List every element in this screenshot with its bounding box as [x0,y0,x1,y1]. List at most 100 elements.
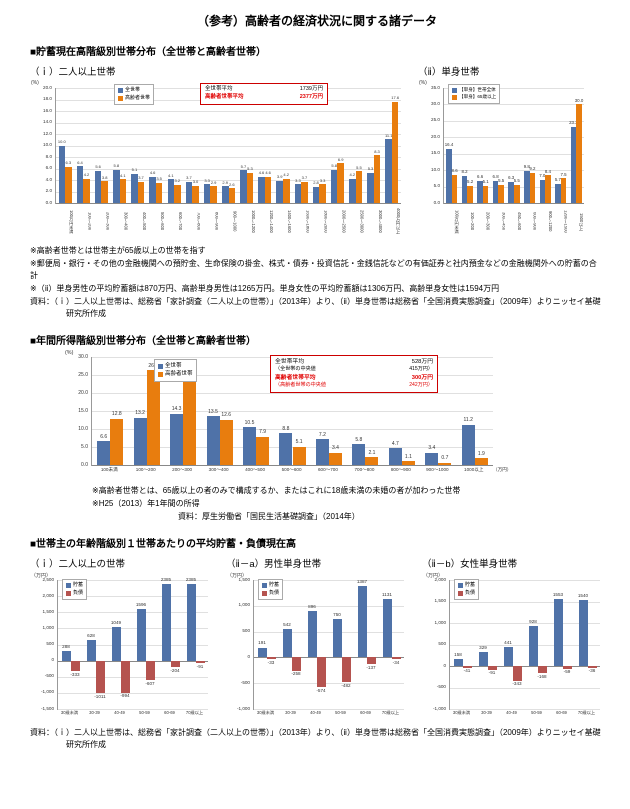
ytick: 1,000 [238,602,251,608]
vlab: 7.9 [259,429,267,436]
ann-label: 高齢者世帯平均 [275,374,316,381]
xlab-h: 70歳以上 [577,710,596,715]
bar [83,178,90,203]
bar [170,413,184,465]
xlab-v: 1200～1500 [563,210,568,233]
ytick: 500 [438,641,446,646]
grid [56,122,401,124]
plot: 6.6 13.2 14.3 13.5 10.5 8.8 7.2 5.8 4.7 3.4 11.2 12… [91,357,493,466]
vlab: -91 [488,670,496,676]
bar [451,174,458,203]
vlab: 1049 [110,619,122,625]
plot: 158 329 441 928 1553 1540 -41 -91 -343 -168 -59 -36 [449,580,600,710]
note: ※高齢者世帯とは世帯主が65歳以上の世帯を指す [30,246,206,255]
bar [555,184,561,203]
vlab: 5.3 [367,166,374,171]
ann-value: 242万円） [409,382,433,389]
vlab: 2.6 [229,181,235,187]
ann-label: 高齢者世帯平均 [205,93,244,100]
bar [461,424,475,465]
chart-block-two-person: （ｉ）二人以上世帯 10.0 6.4 5.6 5.8 5.1 4.6 4.1 3.7 3.3 2.… [30,62,404,239]
bar [537,666,547,674]
bar [312,186,320,203]
ann-value: 2377万円 [299,93,323,100]
ytick: -500 [44,673,54,679]
vlab: 9.2 [529,165,536,171]
ann-value: 1739万円 [299,86,323,92]
bar [282,629,292,658]
grid [56,111,401,112]
ytick: 25.0 [78,371,88,378]
arow: 全世帯平均 528万円 [275,358,433,366]
xlab-v: 2500～3000 [359,210,364,233]
vlab: 5.5 [498,178,505,183]
sw [158,363,163,369]
xlab-v: 1600～1800 [305,210,310,233]
bar [373,155,381,203]
vlab: 5.2 [467,179,474,184]
xlab-h: 700～800 [354,467,375,472]
grid [254,605,404,607]
ytick: -1,000 [236,705,250,711]
bar [357,585,367,658]
bar [587,666,597,668]
vlab: -33 [267,659,275,665]
bar [503,647,513,666]
xlab-v: 1500以上 [578,212,583,231]
chart-block-sd-two-person: （ｉ）二人以上の世帯 288 628 1049 1596 2385 2385 -333 -10… [30,554,212,721]
yunit: （万円） [227,573,248,579]
xlab-v: 1800～2000 [323,210,328,233]
ann: 全世帯平均 1739万円 高齢者世帯平均 2377万円 [200,83,328,105]
vlab: 4.7 [391,440,399,447]
grid [450,623,600,624]
ytick: -500 [240,679,250,685]
bar [228,188,235,203]
bar [337,163,344,203]
note: ※郵便局・銀行・その他の金融機関への預貯金、生命保険の掛金、株式・債券・投資信託… [30,259,597,280]
legend: 全世帯 高齢者世帯 [114,84,155,105]
vlab: 8.2 [461,169,468,175]
bar [76,166,84,203]
vlab: 2.1 [368,449,376,456]
xlab-h: 30-39 [89,710,100,715]
bar [170,660,180,668]
grid [92,465,493,466]
bar [264,176,272,203]
grid [450,666,600,667]
vlab: 0.7 [441,455,449,461]
vlab: 12.6 [221,412,232,419]
bar [101,181,108,203]
grid [444,88,584,89]
vlab: 329 [479,644,487,650]
grid [450,644,600,646]
vlab: 13.2 [135,410,145,416]
section1-heading: ■貯蓄現在高階級別世帯分布（全世帯と高齢者世帯） [30,47,267,58]
ann-value: 528万円 [411,359,433,365]
vlab: -343 [512,681,522,687]
chart-savings-two-person: 10.0 6.4 5.6 5.8 5.1 4.6 4.1 3.7 3.3 2.9 5.7 4.6 3.9… [30,80,404,239]
vlab: 6.4 [77,159,83,165]
vlab: 1596 [135,602,147,608]
bar [352,444,366,465]
bar [94,170,102,203]
xlab-h: 40-49 [506,710,517,715]
xlab-h: 400～500 [245,467,266,472]
grid [58,596,208,598]
bar [514,184,520,203]
vlab: 6.3 [65,160,72,166]
vlab: 3.8 [101,174,108,180]
vlab: 6.8 [492,173,499,179]
section3-heading: ■世帯主の年齢階級別１世帯あたりの平均貯蓄・負債現在高 [30,539,297,550]
bar [113,169,120,203]
grid [254,631,404,633]
grid [56,180,401,181]
lrow: 負債 [458,590,475,598]
vlab: 5.8 [355,436,363,443]
vlab: 2385 [185,576,197,582]
savings-chart-row: （ｉ）二人以上世帯 10.0 6.4 5.6 5.8 5.1 4.6 4.1 3.7 3.3 2.… [30,62,604,239]
grid [450,687,600,689]
bar [477,181,483,203]
bar [446,149,452,203]
bar [133,417,147,465]
section2-notes: ※高齢者世帯とは、65歳以上の者のみで構成するか、またはこれに18歳未満の未婚の… [30,485,604,523]
